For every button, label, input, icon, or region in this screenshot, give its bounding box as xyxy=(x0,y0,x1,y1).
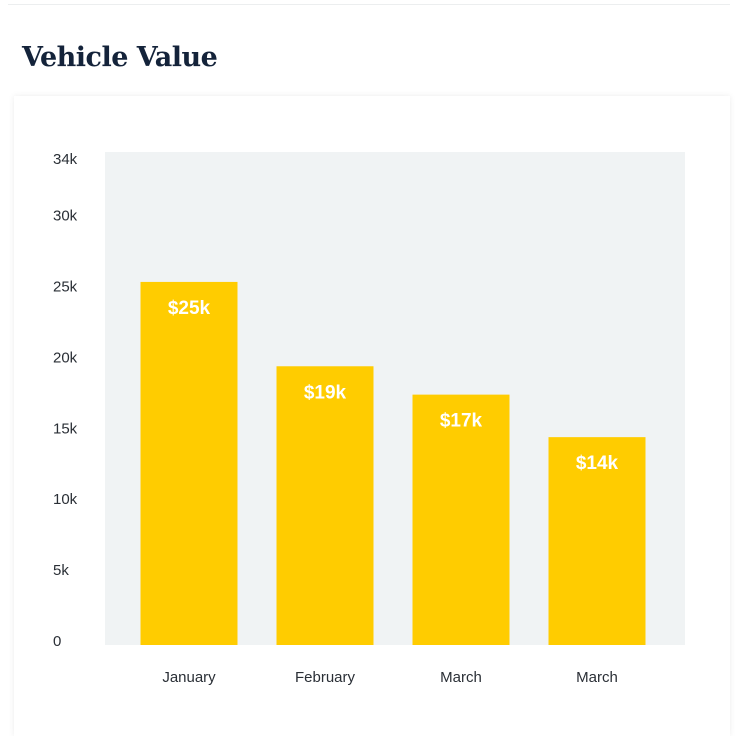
bar xyxy=(140,281,238,645)
y-tick-label: 10k xyxy=(53,491,78,508)
value-label: $14k xyxy=(576,453,619,474)
y-tick-label: 5k xyxy=(53,562,69,579)
value-label: $19k xyxy=(304,382,347,403)
y-tick-label: 34k xyxy=(53,151,78,168)
value-label: $25k xyxy=(168,298,211,319)
value-label: $17k xyxy=(440,411,483,432)
x-tick-label: February xyxy=(295,669,356,686)
y-tick-label: 30k xyxy=(53,208,78,225)
y-tick-label: 25k xyxy=(53,279,78,296)
x-tick-label: January xyxy=(162,669,216,686)
x-tick-label: March xyxy=(440,669,482,686)
y-tick-label: 0 xyxy=(53,633,61,650)
x-tick-label: March xyxy=(576,669,618,686)
bar xyxy=(276,366,374,645)
bar xyxy=(412,394,510,645)
chart: 0 5k 10k 15k 20k 25k 30k 34k January $25k February… xyxy=(53,151,685,686)
page: {"chart_data": {"type": "bar", "title": … xyxy=(8,0,730,686)
y-tick-label: 20k xyxy=(53,349,78,366)
chart-title: Vehicle Value xyxy=(22,42,218,73)
top-bar xyxy=(8,0,730,5)
y-tick-label: 15k xyxy=(53,420,78,437)
bar xyxy=(548,437,646,645)
